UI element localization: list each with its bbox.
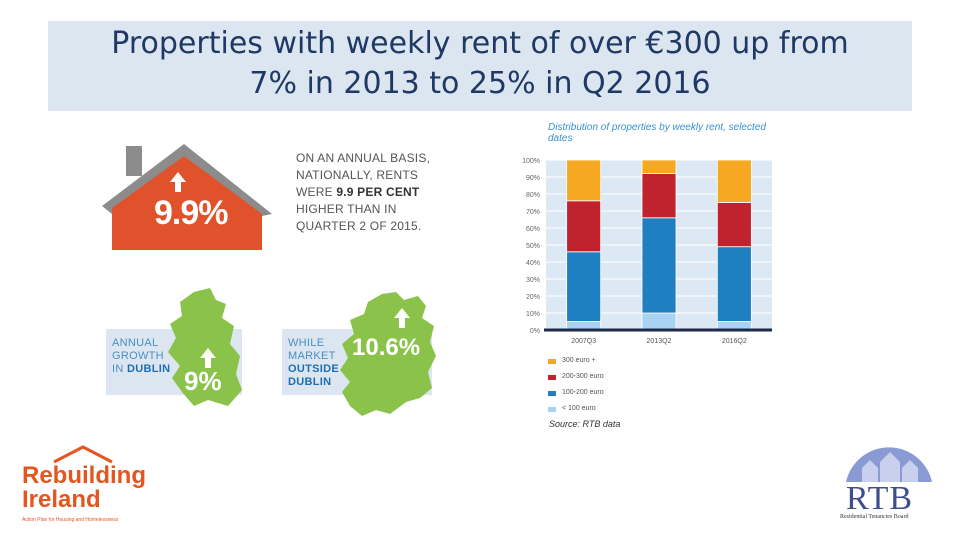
chart-legend: 300 euro + 200-300 euro 100-200 euro < 100 … (548, 356, 698, 416)
x-tick-label: 2007Q3 (571, 338, 596, 345)
legend-label: < 100 euro (562, 405, 596, 412)
dublin-map-icon (168, 288, 242, 406)
legend-item: 100-200 euro (548, 388, 698, 400)
legend-label: 200-300 euro (562, 373, 604, 380)
legend-label: 300 euro + (562, 357, 596, 364)
y-tick-label: 20% (526, 294, 540, 301)
rtb-subtitle: Residential Tenancies Board (840, 514, 909, 520)
legend-swatch (548, 359, 556, 364)
rtb-logo: RTB (846, 480, 914, 517)
bar-segment (641, 312, 677, 331)
legend-swatch (548, 375, 556, 380)
house-percent: 9.9% (154, 194, 228, 232)
y-tick-label: 10% (526, 311, 540, 318)
y-tick-label: 0% (530, 328, 540, 335)
annual-basis-text: ON AN ANNUAL BASIS, NATIONALLY, RENTS WE… (296, 151, 431, 233)
bar-segment (641, 217, 677, 314)
house-icon (102, 144, 272, 250)
y-tick-label: 70% (526, 209, 540, 216)
title-line-2: 7% in 2013 to 25% in Q2 2016 (249, 66, 711, 101)
bar-segment (716, 159, 752, 203)
bar-segment (641, 159, 677, 174)
bar-segment (716, 202, 752, 248)
chart-source: Source: RTB data (549, 419, 621, 429)
bar-segment (641, 173, 677, 219)
bar-segment (566, 251, 602, 322)
dublin-growth-text: ANNUAL GROWTH IN DUBLIN (112, 337, 171, 375)
legend-swatch (548, 391, 556, 396)
rebuilding-ireland-logo: Rebuilding Ireland (22, 462, 146, 513)
bar-segment (716, 246, 752, 322)
bar-segment (566, 200, 602, 253)
title-background (48, 21, 912, 111)
dublin-percent: 9% (184, 366, 222, 396)
y-tick-label: 90% (526, 175, 540, 182)
y-tick-label: 100% (522, 158, 540, 165)
y-tick-label: 60% (526, 226, 540, 233)
legend-swatch (548, 407, 556, 412)
y-tick-label: 80% (526, 192, 540, 199)
outside-dublin-text: WHILE MARKET OUTSIDE DUBLIN (288, 337, 339, 388)
x-tick-label: 2016Q2 (722, 338, 747, 345)
legend-label: 100-200 euro (562, 389, 604, 396)
legend-item: < 100 euro (548, 404, 698, 416)
bar-segment (566, 159, 602, 202)
y-tick-label: 40% (526, 260, 540, 267)
title-line-1: Properties with weekly rent of over €300… (111, 26, 849, 61)
roof-logo-icon (53, 445, 113, 464)
slide-title: Properties with weekly rent of over €300… (48, 24, 912, 104)
ireland-map-icon (340, 292, 436, 416)
rebuilding-ireland-subtitle: Action Plan for Housing and Homelessness (22, 517, 119, 523)
x-tick-label: 2013Q2 (647, 338, 672, 345)
outside-dublin-percent: 10.6% (352, 334, 421, 361)
y-tick-label: 30% (526, 277, 540, 284)
legend-item: 300 euro + (548, 356, 698, 368)
legend-item: 200-300 euro (548, 372, 698, 384)
stacked-bar-chart: 0% 10% 20% 30% 40% 50% 60% 70% 80% 90% 100% 2007Q3 2… (522, 158, 772, 345)
rtb-houses-icon (846, 447, 932, 482)
chart-title: Distribution of properties by weekly ren… (548, 122, 766, 144)
y-tick-label: 50% (526, 243, 540, 250)
